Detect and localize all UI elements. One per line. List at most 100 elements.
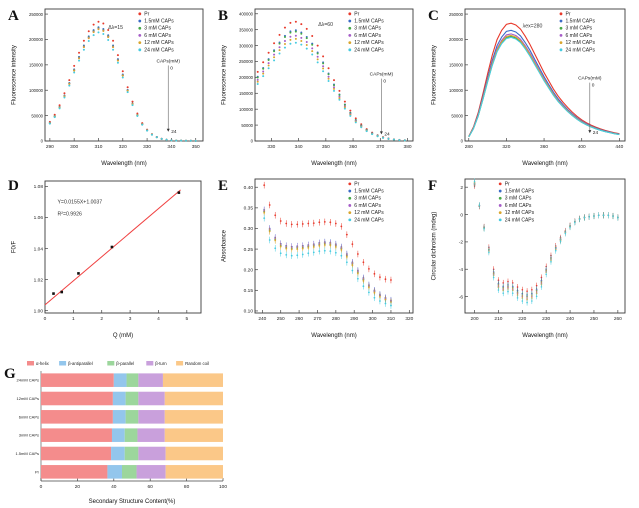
svg-text:200000: 200000	[239, 75, 254, 80]
svg-text:330: 330	[267, 144, 275, 150]
svg-text:60: 60	[148, 484, 154, 490]
svg-text:50000: 50000	[241, 123, 253, 128]
bar-segment	[138, 446, 166, 461]
panel-G-chart: 0 20 40 60 80 100 Secondary Structure Content(…	[15, 361, 227, 505]
svg-text:0: 0	[251, 139, 254, 144]
svg-text:0.15: 0.15	[244, 288, 254, 294]
svg-text:300: 300	[369, 316, 377, 322]
svg-text:Δλ=60: Δλ=60	[318, 22, 333, 28]
svg-text:240: 240	[566, 316, 574, 322]
svg-text:310: 310	[94, 144, 102, 150]
svg-text:Wavelength (nm): Wavelength (nm)	[311, 333, 356, 339]
svg-text:Pr: Pr	[566, 11, 571, 17]
panel-B: B 330 340 350 360 370 380 0 50000 100000 150000 20…	[218, 2, 422, 168]
svg-text:250000: 250000	[29, 12, 44, 17]
svg-text:12 mM CAPs: 12 mM CAPs	[354, 210, 384, 216]
svg-text:280: 280	[332, 316, 340, 322]
svg-text:0.30: 0.30	[244, 226, 254, 232]
svg-text:3: 3	[129, 316, 132, 322]
svg-text:α-helix: α-helix	[36, 361, 50, 366]
svg-text:320: 320	[405, 316, 413, 322]
series-Pr	[468, 22, 620, 137]
svg-text:Fluorescence intensity: Fluorescence intensity	[12, 45, 18, 105]
panel-D-plot: 0 1 2 3 4 5 1.00 1.02 1.04 1.06 1.08 Q (mM) F0/F Y=0.…	[12, 180, 202, 339]
svg-text:β-parallel: β-parallel	[116, 361, 134, 366]
svg-text:1.00: 1.00	[34, 308, 44, 314]
svg-text:3 mM CAPs: 3 mM CAPs	[505, 196, 532, 202]
svg-text:Wavelength (nm): Wavelength (nm)	[522, 161, 567, 167]
svg-text:24: 24	[384, 131, 390, 137]
svg-text:24: 24	[593, 130, 599, 136]
svg-text:Y=0.0155X+1.0037: Y=0.0155X+1.0037	[57, 199, 102, 205]
panel-B-chart: 330 340 350 360 370 380 0 50000 100000 150000 2000…	[222, 8, 414, 167]
svg-text:24mM CAPs: 24mM CAPs	[17, 378, 39, 383]
svg-text:1.02: 1.02	[34, 277, 44, 283]
series-12-mM-CAPs	[473, 179, 619, 303]
svg-text:R²=0.9926: R²=0.9926	[57, 211, 81, 217]
svg-text:0: 0	[44, 316, 47, 322]
svg-text:330: 330	[143, 144, 151, 150]
svg-text:1.5mM CAPs: 1.5mM CAPs	[15, 451, 39, 456]
svg-text:-2: -2	[459, 240, 464, 246]
svg-text:2: 2	[100, 316, 103, 322]
svg-text:λex=280: λex=280	[523, 23, 543, 29]
svg-text:40: 40	[111, 484, 117, 490]
svg-text:250000: 250000	[239, 59, 254, 64]
caps-arrow-annotation: CAPs(mM)0 24	[157, 58, 181, 134]
data-point	[77, 272, 80, 275]
series-6-mM-CAPs	[473, 180, 619, 302]
svg-text:300: 300	[70, 144, 78, 150]
svg-text:80: 80	[184, 484, 190, 490]
series-3-mM-CAPs	[468, 35, 620, 138]
svg-text:400000: 400000	[239, 11, 254, 16]
series-Pr	[473, 182, 619, 295]
svg-text:150000: 150000	[239, 91, 254, 96]
svg-text:6 mM CAPs: 6 mM CAPs	[144, 33, 171, 39]
series-6-mM-CAPs	[48, 27, 197, 142]
bar-segment	[138, 410, 165, 424]
bar-segment	[41, 428, 112, 442]
svg-text:300000: 300000	[239, 43, 254, 48]
svg-text:CAPs(mM): CAPs(mM)	[370, 72, 394, 78]
panel-E-chart: 240 250 260 270 280 290 300 310 320 0.10 0.15 0.20 0…	[222, 178, 414, 339]
svg-text:1: 1	[72, 316, 75, 322]
svg-text:0: 0	[170, 65, 173, 71]
bar-segment	[121, 465, 137, 479]
series-Pr	[48, 20, 197, 142]
svg-text:1.04: 1.04	[34, 246, 44, 252]
svg-text:100000: 100000	[29, 88, 44, 93]
svg-text:β-antiparallel: β-antiparallel	[68, 361, 93, 366]
svg-text:12 mM CAPs: 12 mM CAPs	[566, 40, 596, 46]
bar-segment	[124, 446, 139, 461]
bar-segment	[162, 373, 223, 387]
svg-text:250: 250	[277, 316, 285, 322]
svg-text:3 mM CAPs: 3 mM CAPs	[144, 26, 171, 32]
svg-text:β-turn: β-turn	[155, 361, 167, 366]
svg-text:340: 340	[295, 144, 303, 150]
series-24-mM-CAPs	[473, 178, 619, 306]
svg-text:350: 350	[192, 144, 200, 150]
svg-text:1.5mM CAPs: 1.5mM CAPs	[354, 19, 384, 25]
panel-E-plot: 240 250 260 270 280 290 300 310 320 0.10 0.15 0.20 0…	[222, 178, 414, 339]
svg-text:6 mM CAPs: 6 mM CAPs	[505, 203, 532, 209]
series-12-mM-CAPs	[48, 28, 197, 142]
svg-text:0.10: 0.10	[244, 309, 254, 315]
bar-segment	[138, 373, 163, 387]
svg-text:12 mM CAPs: 12 mM CAPs	[505, 210, 535, 216]
panel-F-label: F	[428, 178, 438, 194]
svg-text:Absorbance: Absorbance	[222, 229, 228, 262]
svg-text:0.35: 0.35	[244, 206, 254, 212]
svg-text:0: 0	[461, 139, 464, 144]
bar-segment	[137, 428, 165, 442]
svg-text:260: 260	[614, 316, 622, 322]
data-point	[60, 290, 64, 294]
svg-text:3mM CAPs: 3mM CAPs	[19, 433, 39, 438]
svg-text:400: 400	[578, 144, 586, 150]
svg-text:6 mM CAPs: 6 mM CAPs	[566, 33, 593, 39]
svg-text:250: 250	[590, 316, 598, 322]
svg-text:Pr: Pr	[505, 181, 510, 187]
bar-segment	[124, 428, 138, 442]
svg-text:Secondary Structure Content(%): Secondary Structure Content(%)	[89, 499, 176, 505]
